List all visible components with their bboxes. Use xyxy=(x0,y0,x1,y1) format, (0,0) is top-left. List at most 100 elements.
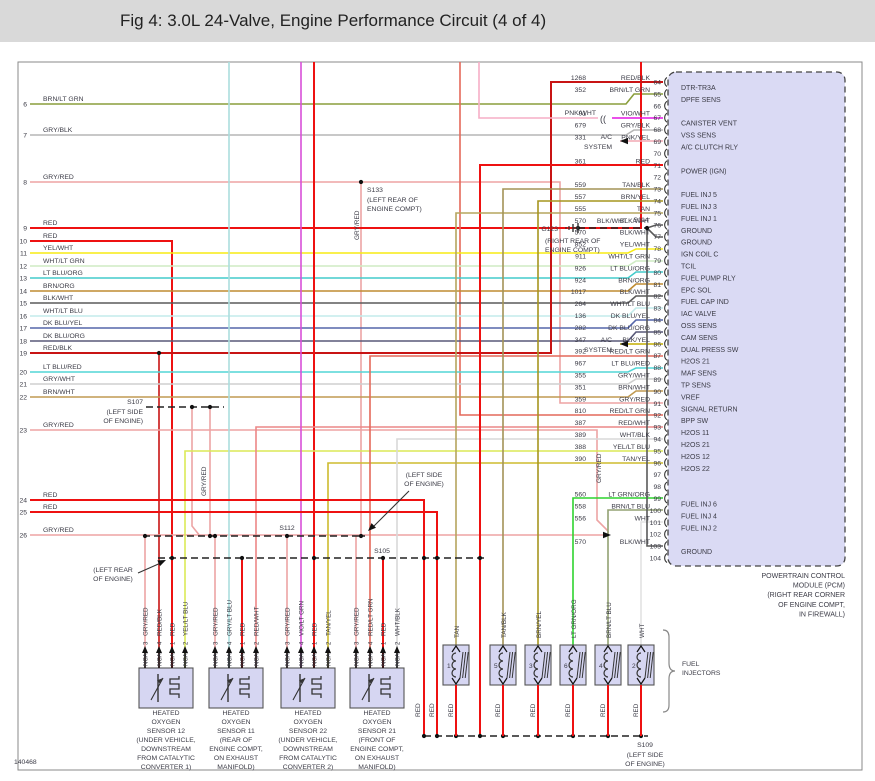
splice-dot xyxy=(207,533,213,539)
pcm-wire-color: TAN/YEL xyxy=(622,456,650,463)
injector-wire-color: TAN xyxy=(454,625,461,638)
injector-number: 6 xyxy=(564,663,568,670)
left-pin-number: 9 xyxy=(23,226,27,233)
pcm-pin-number: 95 xyxy=(653,448,661,455)
sensor-pin-number: 2 xyxy=(255,641,261,645)
pcm-wire-color: RED/WHT xyxy=(618,420,650,427)
sensor-pin-arrow xyxy=(311,646,317,653)
wire xyxy=(30,390,663,398)
sensor-pin-number: 2 xyxy=(396,641,402,645)
wire xyxy=(607,509,663,645)
pcm-circuit-number: 1268 xyxy=(571,75,586,82)
pcm-wire-color: RED/LT GRN xyxy=(609,408,650,415)
annotation-label: S109 xyxy=(637,742,653,749)
annotation-label: (LEFT SIDE xyxy=(406,472,443,479)
wire xyxy=(30,181,663,404)
pcm-circuit-number: 570 xyxy=(575,539,587,546)
annotation-label: OF ENGINE) xyxy=(625,761,665,768)
pcm-pin-label: OSS SENS xyxy=(681,323,717,330)
annotation-label: S133 xyxy=(367,187,383,194)
pcm-pin-arc xyxy=(664,457,668,468)
sensor-pin-number: 2 xyxy=(184,641,190,645)
injector-number: 3 xyxy=(529,663,533,670)
pcm-pin-label: FUEL INJ 3 xyxy=(681,204,717,211)
pcm-wire-color: BLK/WHT xyxy=(620,289,650,296)
pcm-wire-color: BRN/WHT xyxy=(618,384,650,391)
o2-sensor-caption: CONVERTER 1) xyxy=(141,764,191,771)
o2-sensor-caption: OXYGEN xyxy=(293,719,322,726)
pcm-pin-arc xyxy=(664,315,668,325)
left-wire-color: LT BLU/ORG xyxy=(43,270,83,277)
arrow-line xyxy=(371,490,410,529)
injector-bottom-arrow xyxy=(636,677,646,686)
pcm-pin-arc xyxy=(664,505,668,516)
wire xyxy=(572,497,663,645)
left-pin-number: 16 xyxy=(19,314,27,321)
arrowhead xyxy=(620,137,628,145)
pcm-pin-label: EPC SOL xyxy=(681,287,711,294)
annotation-label: G123 xyxy=(541,226,558,233)
nca-label: NCA xyxy=(214,653,220,666)
injector-coil xyxy=(568,652,574,678)
wire xyxy=(30,93,663,105)
o2-sensor-caption: HEATED xyxy=(152,710,179,717)
wire xyxy=(455,212,663,645)
o2-sensor-caption: HEATED xyxy=(363,710,390,717)
pcm-wire-color: RED/LT GRN xyxy=(609,349,650,356)
pcm-pin-label: FUEL INJ 6 xyxy=(681,502,717,509)
pcm-pin-number: 65 xyxy=(653,91,661,98)
left-pin-number: 11 xyxy=(20,251,27,258)
left-pin-number: 19 xyxy=(19,351,27,358)
sensor-wire-color: WHT/BLK xyxy=(395,607,402,636)
wire xyxy=(191,407,201,537)
pcm-circuit-number: 911 xyxy=(575,254,586,261)
left-pin-number: 25 xyxy=(19,510,27,517)
nca-label: NCA xyxy=(184,653,190,666)
annotation-label: (LEFT SIDE xyxy=(106,409,143,416)
o2-heater-element xyxy=(380,676,391,698)
pcm-pin-number: 80 xyxy=(653,270,661,277)
pcm-pin-arc xyxy=(664,422,668,433)
injector-core xyxy=(647,651,652,679)
nca-label: NCA xyxy=(355,653,361,666)
annotation-label: BLK/WHT xyxy=(597,218,627,225)
pcm-pin-label: GROUND xyxy=(681,228,712,235)
annotation-label: (LEFT REAR xyxy=(93,567,133,574)
o2-heater-element xyxy=(311,676,322,698)
injector-bottom-arrow xyxy=(533,677,543,686)
injector-core xyxy=(511,651,516,679)
wire xyxy=(478,62,598,119)
o2-sensor-caption: OXYGEN xyxy=(362,719,391,726)
pcm-pin-number: 87 xyxy=(653,353,661,360)
pcm-pin-arc xyxy=(664,410,668,421)
splice-dot xyxy=(156,350,162,356)
pcm-caption: OF ENGINE COMPT, xyxy=(778,602,845,609)
nca-label: NCA xyxy=(171,653,177,666)
injector-core xyxy=(546,651,551,679)
wire xyxy=(396,438,663,668)
sensor-pin-arrow xyxy=(142,646,148,653)
injector-core xyxy=(581,651,586,679)
pcm-circuit-number: 388 xyxy=(575,444,587,451)
pcm-caption: (RIGHT REAR CORNER xyxy=(767,592,845,599)
injector-red-label: RED xyxy=(448,703,455,717)
pcm-pin-number: 98 xyxy=(653,484,661,491)
left-wire-color: GRY/RED xyxy=(43,422,74,429)
pcm-circuit-number: 924 xyxy=(575,277,587,284)
sensor-pin-arrow xyxy=(253,646,259,653)
sensor-pin-number: 3 xyxy=(286,641,292,645)
left-pin-number: 24 xyxy=(19,498,27,505)
sensor-pin-arrow xyxy=(212,646,218,653)
pcm-circuit-number: 387 xyxy=(575,420,587,427)
left-pin-number: 17 xyxy=(19,326,27,333)
o2-sensor-caption: (REAR OF xyxy=(220,737,252,744)
pcm-pin-number: 86 xyxy=(653,341,661,348)
injector-red-label: RED xyxy=(495,703,502,717)
wire xyxy=(30,62,642,229)
nca-label: NCA xyxy=(286,653,292,666)
injector-core xyxy=(509,651,514,679)
sensor-pin-arrow xyxy=(325,646,331,653)
pcm-pin-arc xyxy=(664,445,668,456)
injector-coil xyxy=(498,652,504,678)
left-wire-color: GRY/WHT xyxy=(43,376,75,383)
